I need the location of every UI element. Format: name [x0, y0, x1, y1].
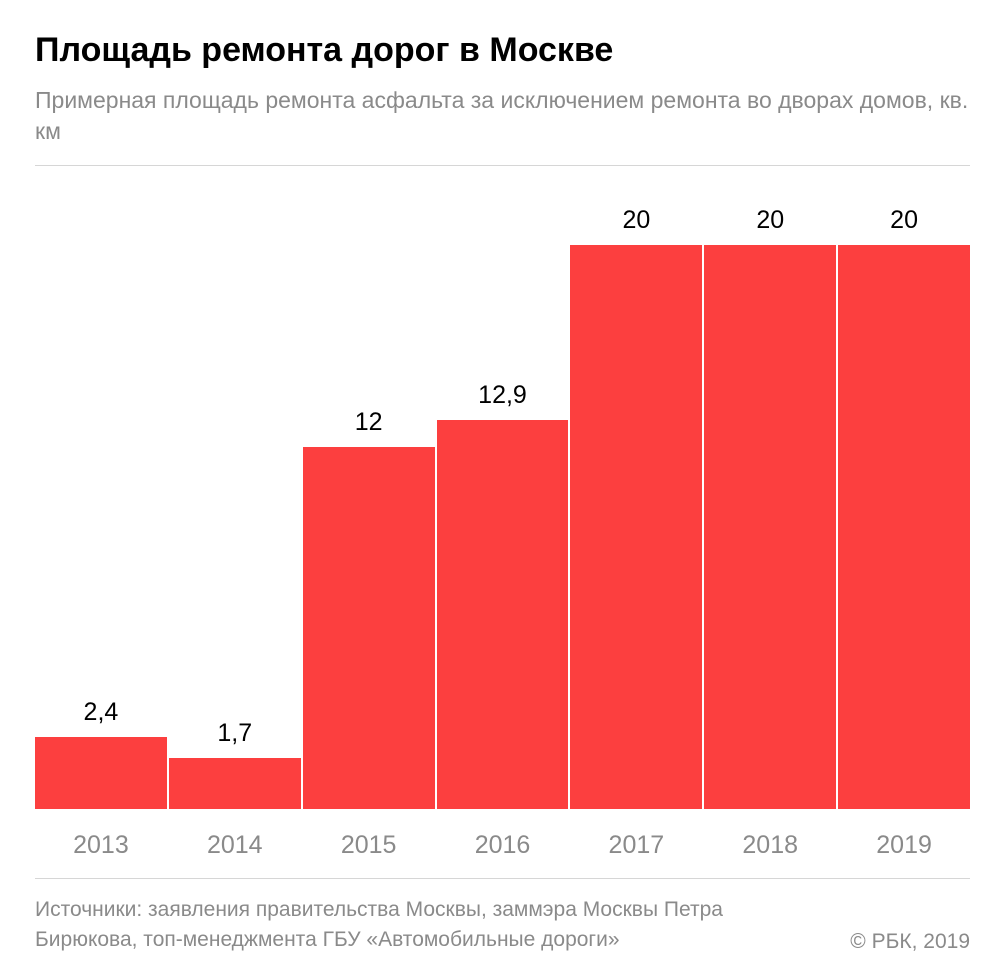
bar-rect [303, 447, 435, 809]
bars-row: 2,41,71212,9202020 [35, 206, 970, 809]
bar-rect [838, 245, 970, 809]
x-axis-label: 2018 [704, 831, 836, 860]
bar-col: 12 [303, 206, 435, 809]
bar-col: 20 [838, 206, 970, 809]
bar-col: 2,4 [35, 206, 167, 809]
bar-col: 1,7 [169, 206, 301, 809]
bar-value-label: 1,7 [169, 719, 301, 748]
x-labels-row: 2013201420152016201720182019 [35, 831, 970, 860]
bar-col: 20 [570, 206, 702, 809]
bar-value-label: 20 [570, 206, 702, 235]
footer: Источники: заявления правительства Москв… [35, 895, 970, 954]
bar-rect [35, 737, 167, 809]
source-text: Источники: заявления правительства Москв… [35, 895, 764, 954]
bar-value-label: 2,4 [35, 698, 167, 727]
bar-rect [704, 245, 836, 809]
x-axis-label: 2016 [437, 831, 569, 860]
bar-value-label: 20 [704, 206, 836, 235]
x-axis-label: 2013 [35, 831, 167, 860]
chart-subtitle: Примерная площадь ремонта асфальта за ис… [35, 85, 970, 147]
chart-title: Площадь ремонта дорог в Москве [35, 30, 970, 71]
x-axis-label: 2014 [169, 831, 301, 860]
bottom-divider [35, 878, 970, 879]
x-axis-label: 2019 [838, 831, 970, 860]
bar-rect [169, 758, 301, 809]
x-axis-label: 2015 [303, 831, 435, 860]
x-axis-label: 2017 [570, 831, 702, 860]
bar-rect [437, 420, 569, 809]
bar-value-label: 12,9 [437, 381, 569, 410]
bar-col: 12,9 [437, 206, 569, 809]
bar-col: 20 [704, 206, 836, 809]
bar-rect [570, 245, 702, 809]
bar-value-label: 12 [303, 408, 435, 437]
chart-area: 2,41,71212,9202020 201320142015201620172… [35, 166, 970, 878]
bar-value-label: 20 [838, 206, 970, 235]
copyright-text: © РБК, 2019 [850, 930, 970, 954]
